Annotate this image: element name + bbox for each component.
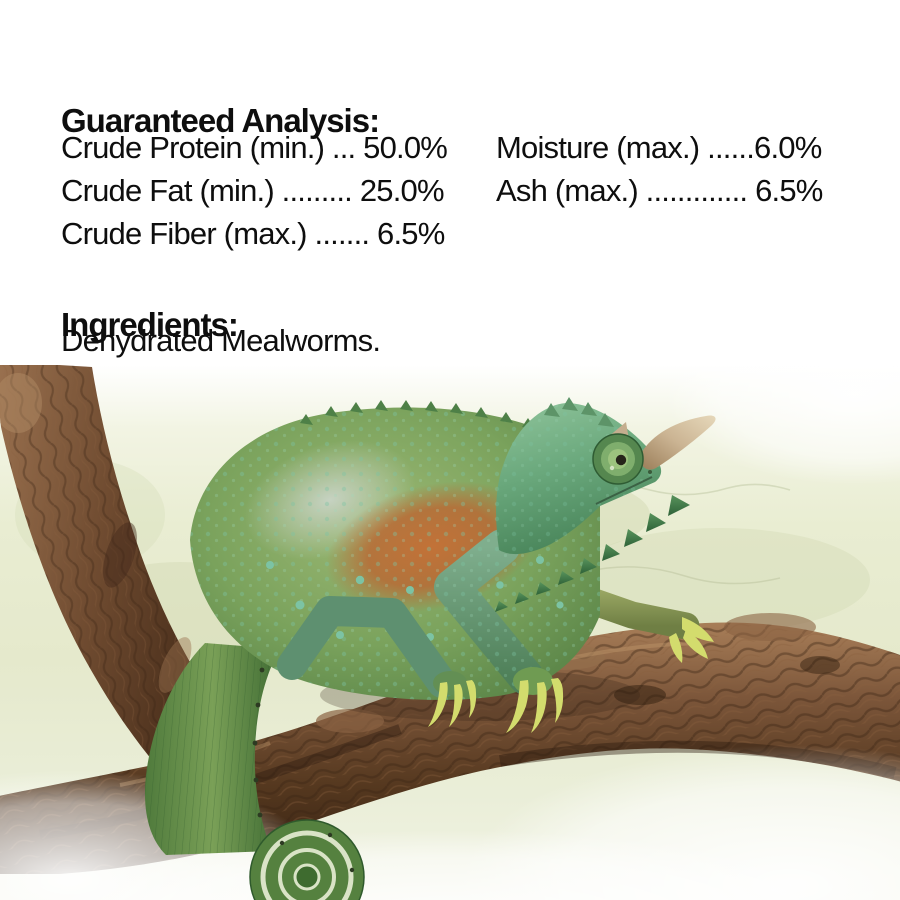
dot-leader: ...	[324, 130, 364, 165]
dot-leader: ......	[699, 130, 755, 165]
dot-leader: .............	[637, 173, 756, 208]
chameleon-illustration	[0, 365, 900, 900]
analysis-value: 6.5%	[755, 173, 823, 208]
chameleon-horn	[639, 415, 716, 470]
analysis-value: 6.5%	[377, 216, 445, 251]
analysis-row-crude-fiber: Crude Fiber (max.) ....... 6.5%	[61, 212, 496, 255]
ingredients-text: Dehydrated Mealworms.	[61, 323, 381, 358]
analysis-row-crude-protein: Crude Protein (min.) ... 50.0%	[61, 126, 496, 169]
analysis-value: 6.0%	[754, 130, 822, 165]
analysis-value: 25.0%	[359, 173, 445, 208]
dorsal-crest	[300, 400, 535, 429]
ingredients-heading: Ingredients:	[61, 306, 239, 344]
guaranteed-analysis-heading: Guaranteed Analysis:	[61, 102, 380, 140]
analysis-right-column: Moisture (max.) ......6.0% Ash (max.) ..…	[496, 126, 823, 255]
analysis-label: Crude Fiber (max.)	[61, 216, 308, 251]
chameleon-eye	[592, 433, 644, 485]
analysis-label: Crude Protein (min.)	[61, 130, 325, 165]
analysis-value: 50.0%	[363, 130, 448, 165]
gular-spikes	[495, 495, 690, 612]
chameleon-tail	[144, 643, 365, 900]
analysis-label: Moisture (max.)	[496, 130, 700, 165]
chameleon-front-leg-far	[277, 596, 477, 727]
front-foot-claws	[506, 678, 564, 733]
analysis-left-column: Crude Protein (min.) ... 50.0% Crude Fat…	[61, 126, 496, 255]
analysis-row-ash: Ash (max.) ............. 6.5%	[496, 169, 823, 212]
front-foot-claws-far	[428, 680, 477, 727]
guaranteed-analysis-table: Crude Protein (min.) ... 50.0% Crude Fat…	[61, 126, 823, 255]
chameleon-front-leg	[434, 529, 564, 733]
chameleon-photo	[0, 365, 900, 900]
analysis-row-moisture: Moisture (max.) ......6.0%	[496, 126, 823, 169]
nostril	[648, 470, 652, 474]
hind-foot-claws	[669, 617, 714, 663]
tail-coil	[249, 819, 365, 900]
analysis-row-crude-fat: Crude Fat (min.) ......... 25.0%	[61, 169, 496, 212]
analysis-label: Ash (max.)	[496, 173, 639, 208]
dot-leader: .........	[273, 173, 360, 208]
chameleon-head	[495, 397, 716, 612]
dot-leader: .......	[306, 216, 378, 251]
analysis-label: Crude Fat (min.)	[61, 173, 275, 208]
mouth-line	[595, 476, 653, 505]
